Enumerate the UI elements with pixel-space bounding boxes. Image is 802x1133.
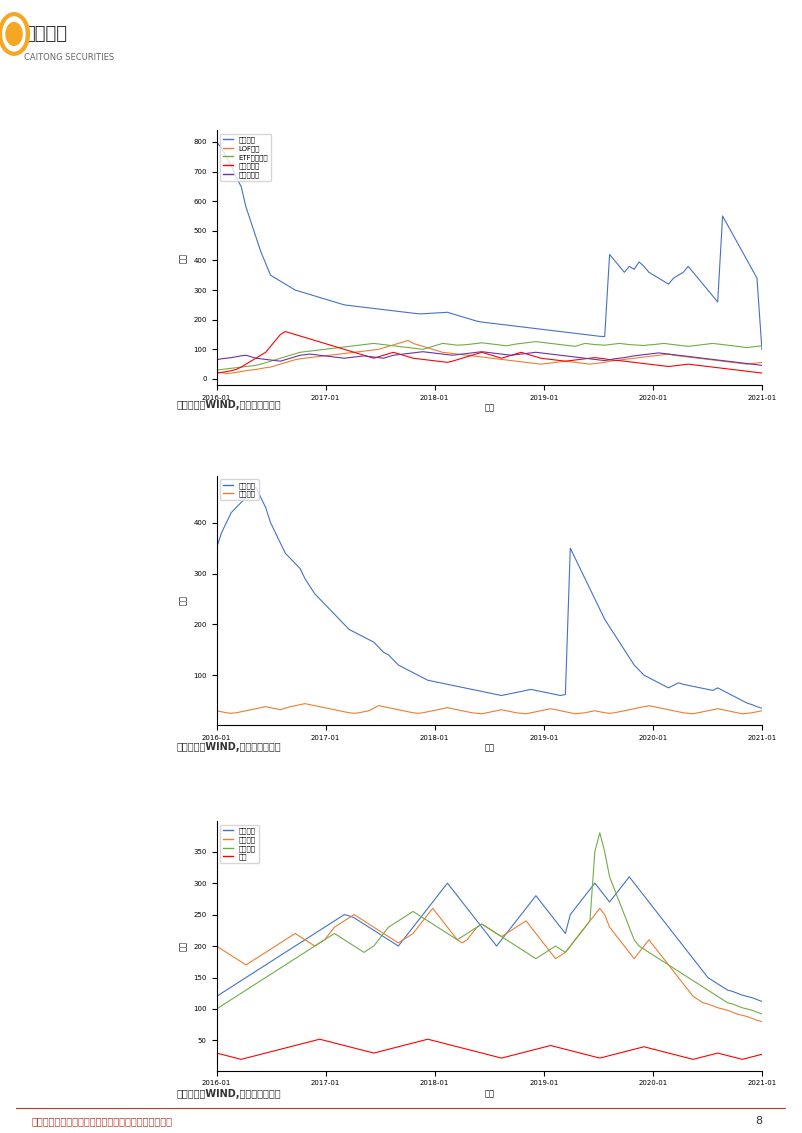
Text: 谨请参阅尾页重要声明及财通证券股票和行业评级标准: 谨请参阅尾页重要声明及财通证券股票和行业评级标准 (31, 1116, 172, 1126)
Text: 数据来源：WIND,财通证券研究所: 数据来源：WIND,财通证券研究所 (176, 742, 281, 752)
X-axis label: 日期: 日期 (484, 743, 494, 752)
Circle shape (6, 23, 22, 45)
Text: 证券研究报告: 证券研究报告 (656, 25, 715, 42)
Y-axis label: 亿元: 亿元 (179, 253, 188, 263)
Text: 财通证券: 财通证券 (24, 25, 67, 43)
Legend: 公用事业, 交通运输, 商贸零售, 综合: 公用事业, 交通运输, 商贸零售, 综合 (220, 825, 258, 863)
X-axis label: 日期: 日期 (484, 1089, 494, 1098)
Text: 图 13：综合服务板块整体持仓较低: 图 13：综合服务板块整体持仓较低 (188, 784, 342, 800)
Legend: 建筑材料, 建筑装饰: 建筑材料, 建筑装饰 (220, 479, 258, 500)
Text: 8: 8 (755, 1116, 763, 1126)
Y-axis label: 亿元: 亿元 (179, 596, 188, 605)
Legend: 波动均值, LOF基金, ETF指数基金, 股票型基金, 混合型基金: 波动均值, LOF基金, ETF指数基金, 股票型基金, 混合型基金 (220, 134, 271, 180)
Text: CAITONG SECURITIES: CAITONG SECURITIES (24, 53, 114, 62)
Text: 数据来源：WIND,财通证券研究所: 数据来源：WIND,财通证券研究所 (176, 400, 281, 410)
Text: 图 11：家电仍在持续减持中: 图 11：家电仍在持续减持中 (188, 93, 315, 109)
Y-axis label: 亿元: 亿元 (179, 942, 188, 951)
Text: 数据来源：WIND,财通证券研究所: 数据来源：WIND,财通证券研究所 (176, 1089, 281, 1099)
Text: 图 12：建材仍处在减持周期中: 图 12：建材仍处在减持周期中 (188, 441, 324, 457)
X-axis label: 日期: 日期 (484, 403, 494, 412)
Text: 金工周报: 金工周报 (493, 25, 533, 42)
